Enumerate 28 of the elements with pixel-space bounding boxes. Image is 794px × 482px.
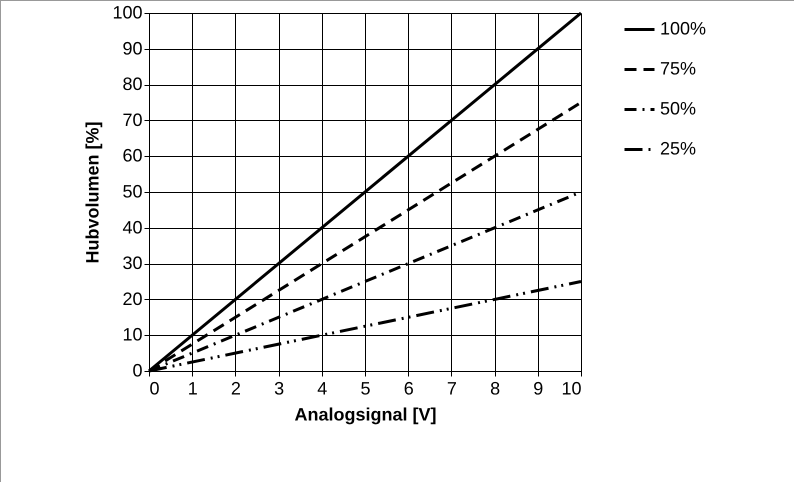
x-axis-title: Analogsignal [V] (294, 404, 437, 424)
y-tick-label: 90 (122, 38, 142, 58)
legend-label: 25% (660, 138, 696, 158)
x-tick-label: 5 (360, 378, 371, 398)
x-tick-label: 9 (533, 378, 544, 398)
x-tick-label: 2 (230, 378, 241, 398)
x-tick-label: 10 (561, 378, 582, 398)
legend-label: 100% (660, 18, 706, 38)
x-tick-label: 8 (490, 378, 500, 398)
y-tick-label: 50 (122, 182, 142, 202)
legend-label: 50% (660, 98, 696, 118)
y-tick-label: 60 (122, 146, 142, 166)
y-tick-label: 100 (112, 2, 142, 22)
x-tick-label: 3 (274, 378, 284, 398)
y-tick-label: 0 (132, 360, 142, 380)
y-tick-label: 80 (122, 74, 142, 94)
y-tick-label: 70 (122, 110, 142, 130)
x-tick-label: 7 (446, 378, 457, 398)
x-tick-label: 1 (188, 378, 198, 398)
y-tick-label: 20 (122, 288, 142, 309)
y-tick-label: 10 (122, 324, 142, 345)
x-tick-label: 6 (404, 378, 414, 398)
y-tick-label: 40 (122, 217, 142, 238)
x-tick-label: 0 (150, 378, 160, 398)
legend-label: 75% (660, 58, 696, 78)
y-tick-label: 30 (122, 253, 142, 274)
x-tick-label: 4 (317, 378, 328, 398)
y-axis-title: Hubvolumen [%] (82, 122, 102, 264)
